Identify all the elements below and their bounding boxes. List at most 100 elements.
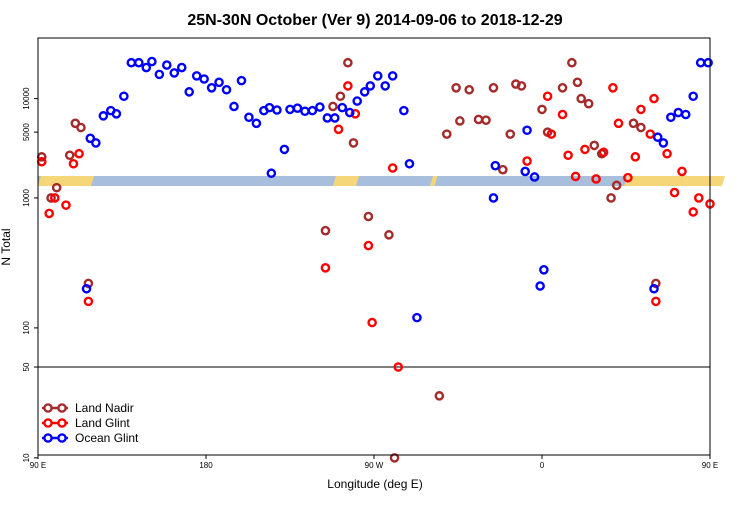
ocean-band — [38, 176, 710, 186]
land-glint-point — [393, 362, 404, 372]
land-nadir-point — [434, 391, 445, 401]
ocean-glint-point — [337, 102, 348, 113]
y-tick-label: 50 — [22, 362, 31, 371]
land-glint-point — [36, 156, 47, 167]
ocean-glint-point — [133, 57, 144, 68]
land-glint-point — [320, 263, 331, 273]
ocean-glint-point — [680, 109, 691, 120]
y-tick-label: 10 — [22, 453, 31, 462]
ocean-glint-point — [520, 166, 531, 177]
land-glint-point — [688, 207, 699, 217]
land-nadir-point — [516, 81, 527, 91]
land-glint-point — [50, 193, 60, 203]
x-tick-label: 90 E — [30, 461, 46, 470]
land-nadir-point — [64, 150, 75, 161]
land-nadir-point — [473, 114, 484, 125]
land-nadir-point — [488, 83, 499, 93]
land-nadir-point — [497, 164, 508, 175]
land-nadir-point — [320, 225, 331, 236]
legend-marker-land-nadir — [57, 403, 67, 413]
land-glint-point — [580, 144, 590, 155]
ocean-glint-point — [279, 144, 290, 155]
land-nadir-point — [335, 91, 346, 102]
land-glint-point — [61, 200, 71, 210]
land-nadir-point — [606, 193, 616, 203]
ocean-glint-point — [688, 91, 699, 102]
land-nadir-point — [451, 83, 461, 93]
ocean-glint-point — [285, 104, 295, 115]
land-glint-point — [546, 129, 557, 139]
land-glint-point — [542, 91, 553, 102]
land-glint-point — [645, 129, 656, 139]
ocean-glint-point — [490, 160, 501, 171]
ocean-glint-point — [380, 81, 391, 91]
land-glint-point — [44, 208, 55, 219]
ocean-glint-point — [266, 168, 277, 179]
legend-marker-land-nadir — [43, 403, 53, 413]
land-nadir-point — [348, 138, 359, 148]
legend-label-ocean-glint: Ocean Glint — [75, 431, 139, 445]
plot-frame — [37, 37, 711, 456]
ocean-glint-point — [703, 57, 713, 68]
ocean-glint-point — [272, 105, 282, 115]
ocean-glint-point — [372, 71, 383, 81]
y-tick-label: 1000 — [22, 188, 31, 206]
ocean-glint-point — [85, 133, 96, 144]
land-glint-point — [387, 163, 398, 173]
data-points — [36, 56, 715, 463]
land-nadir-point — [481, 115, 491, 125]
ocean-glint-point — [658, 138, 669, 148]
y-axis-label: N Total — [0, 228, 13, 265]
land-glint-point — [677, 166, 687, 177]
land-nadir-point — [76, 122, 86, 133]
land-glint-point — [333, 124, 344, 135]
ocean-glint-point — [191, 71, 202, 81]
ocean-glint-point — [206, 83, 217, 93]
ocean-glint-point — [322, 113, 333, 123]
chart-title: 25N-30N October (Ver 9) 2014-09-06 to 20… — [187, 12, 562, 29]
ocean-glint-point — [652, 132, 663, 143]
land-glint-point — [570, 171, 581, 182]
ocean-glint-point — [199, 74, 209, 84]
x-tick-label: 180 — [199, 461, 213, 470]
x-tick-label: 90 E — [702, 461, 718, 470]
ocean-glint-point — [365, 81, 376, 91]
land-glint-point — [68, 158, 79, 169]
x-axis-ticks: 90 E 180 90 W 0 90 E — [30, 455, 718, 470]
land-nadir-point — [328, 101, 338, 112]
land-nadir-point — [363, 211, 374, 222]
land-nadir-point — [343, 57, 353, 68]
ocean-glint-point — [315, 102, 325, 112]
legend-marker-land-glint — [57, 418, 67, 428]
land-glint-point — [83, 296, 94, 307]
ocean-glint-point — [184, 87, 194, 97]
ocean-glint-point — [399, 105, 409, 116]
land-nadir-point — [441, 129, 452, 139]
ocean-glint-point — [141, 62, 152, 73]
land-glint-point — [598, 147, 609, 158]
land-nadir-point — [583, 98, 594, 109]
y-axis-ticks: 10 50 100 1000 5000 10000 — [22, 87, 38, 462]
land-band-segment — [430, 176, 438, 186]
legend-label-land-glint: Land Glint — [75, 416, 130, 430]
land-glint-point — [522, 156, 532, 166]
ocean-glint-point — [169, 68, 180, 78]
land-nadir-point — [384, 230, 394, 240]
legend-marker-ocean-glint — [57, 433, 67, 443]
land-glint-point — [367, 317, 377, 328]
ocean-glint-point — [147, 56, 157, 67]
land-nadir-point — [51, 182, 62, 193]
ocean-glint-point — [98, 111, 109, 121]
land-nadir-point — [628, 118, 639, 129]
ocean-glint-point — [695, 57, 706, 68]
legend-marker-land-glint — [43, 418, 53, 428]
ocean-glint-point — [488, 193, 499, 203]
land-nadir-point — [537, 104, 547, 115]
land-nadir-point — [389, 453, 400, 463]
land-glint-point — [563, 150, 573, 161]
surface-band — [38, 176, 725, 186]
land-glint-point — [649, 93, 659, 104]
ocean-glint-point — [522, 125, 532, 136]
